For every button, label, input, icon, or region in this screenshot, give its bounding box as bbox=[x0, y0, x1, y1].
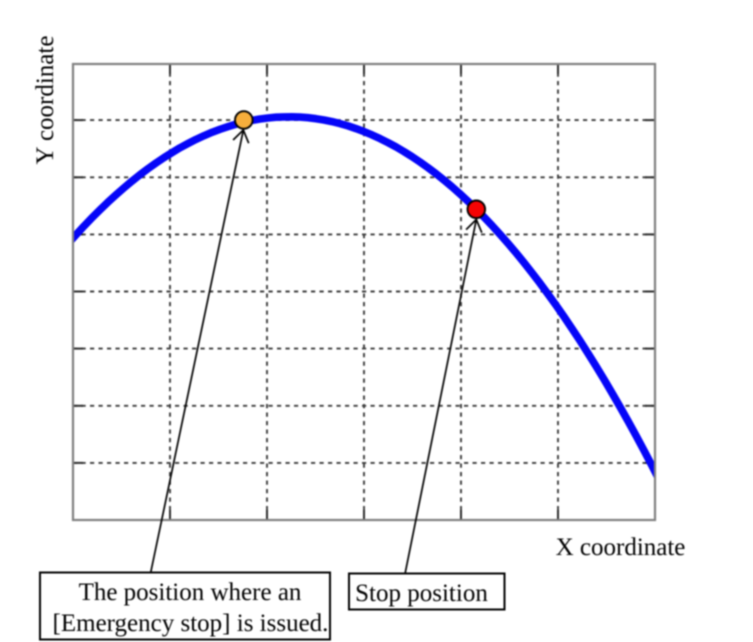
svg-text:Stop position: Stop position bbox=[355, 580, 488, 607]
svg-text:Y coordinate: Y coordinate bbox=[32, 36, 59, 165]
svg-text:X coordinate: X coordinate bbox=[556, 534, 686, 561]
svg-text:The position where an: The position where an bbox=[79, 579, 302, 606]
svg-text:[Emergency stop] is issued.: [Emergency stop] is issued. bbox=[53, 610, 329, 637]
